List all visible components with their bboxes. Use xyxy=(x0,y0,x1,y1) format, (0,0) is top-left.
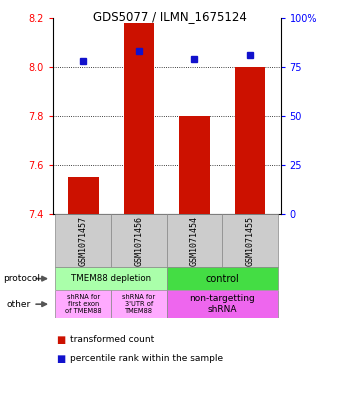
Text: TMEM88 depletion: TMEM88 depletion xyxy=(71,274,151,283)
Bar xyxy=(111,290,167,318)
Bar xyxy=(167,267,278,290)
Text: transformed count: transformed count xyxy=(70,336,154,344)
Text: GDS5077 / ILMN_1675124: GDS5077 / ILMN_1675124 xyxy=(93,10,247,23)
Text: non-targetting
shRNA: non-targetting shRNA xyxy=(189,294,255,314)
Text: ■: ■ xyxy=(56,354,65,364)
Text: GSM1071455: GSM1071455 xyxy=(245,216,254,266)
Bar xyxy=(68,177,99,214)
Text: ■: ■ xyxy=(56,335,65,345)
Text: other: other xyxy=(7,300,31,309)
Text: GSM1071454: GSM1071454 xyxy=(190,216,199,266)
Text: percentile rank within the sample: percentile rank within the sample xyxy=(70,354,223,363)
Bar xyxy=(222,214,278,267)
Bar xyxy=(55,214,111,267)
Text: shRNA for
first exon
of TMEM88: shRNA for first exon of TMEM88 xyxy=(65,294,102,314)
Bar xyxy=(123,22,154,214)
Text: shRNA for
3'UTR of
TMEM88: shRNA for 3'UTR of TMEM88 xyxy=(122,294,155,314)
Bar xyxy=(179,116,210,214)
Text: control: control xyxy=(205,274,239,284)
Text: GSM1071456: GSM1071456 xyxy=(134,216,143,266)
Text: protocol: protocol xyxy=(3,274,40,283)
Bar xyxy=(167,290,278,318)
Bar xyxy=(167,214,222,267)
Bar xyxy=(235,67,265,214)
Bar xyxy=(55,290,111,318)
Bar xyxy=(111,214,167,267)
Text: GSM1071457: GSM1071457 xyxy=(79,216,88,266)
Bar xyxy=(55,267,167,290)
